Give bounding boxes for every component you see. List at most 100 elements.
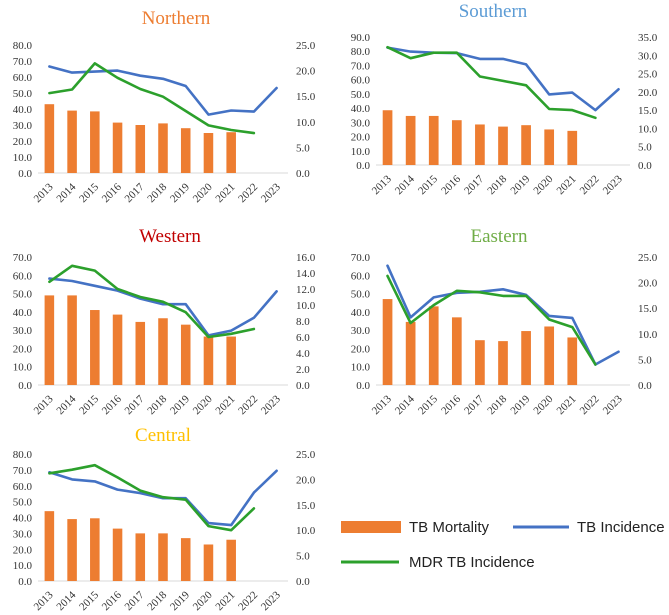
bar-mortality-2015 bbox=[90, 111, 100, 173]
bar-mortality-2017 bbox=[135, 533, 146, 581]
bar-mortality-2021 bbox=[226, 336, 236, 385]
left-tick-label: 20.0 bbox=[351, 132, 371, 144]
x-tick-label: 2019 bbox=[508, 393, 532, 417]
left-tick-label: 30.0 bbox=[351, 325, 371, 337]
x-tick-label: 2016 bbox=[439, 173, 463, 197]
bar-mortality-2016 bbox=[112, 314, 123, 385]
x-tick-label: 2013 bbox=[32, 393, 56, 417]
right-tick-label: 5.0 bbox=[296, 142, 310, 154]
bar-mortality-2016 bbox=[112, 122, 123, 173]
x-tick-label: 2021 bbox=[555, 173, 579, 197]
bar-mortality-2020 bbox=[203, 544, 214, 581]
x-tick-label: 2023 bbox=[259, 181, 283, 205]
x-tick-label: 2023 bbox=[259, 393, 283, 417]
left-tick-label: 20.0 bbox=[13, 343, 33, 355]
chart-panels: Northern 0.0 10.0 20.0 30.0 40.0 50.0 60.0 70.0 8… bbox=[13, 1, 658, 613]
right-tick-label: 5.0 bbox=[638, 142, 652, 154]
x-tick-label: 2015 bbox=[77, 181, 101, 205]
bar-mortality-2014 bbox=[67, 110, 77, 173]
bar-mortality-2016 bbox=[451, 120, 462, 165]
legend-swatch-mortality bbox=[341, 521, 401, 533]
right-tick-label: 25.0 bbox=[296, 40, 316, 52]
x-tick-label: 2020 bbox=[531, 393, 555, 417]
right-tick-label: 0.0 bbox=[296, 168, 310, 180]
left-tick-label: 70.0 bbox=[351, 252, 371, 264]
x-tick-label: 2016 bbox=[100, 181, 124, 205]
chart-northern: Northern 0.0 10.0 20.0 30.0 40.0 50.0 60.0 70.0 8… bbox=[13, 8, 316, 205]
right-tick-label: 10.0 bbox=[296, 300, 316, 312]
right-tick-label: 10.0 bbox=[296, 117, 316, 129]
bar-mortality-2014 bbox=[67, 295, 77, 385]
x-tick-label: 2015 bbox=[77, 393, 101, 417]
x-tick-label: 2013 bbox=[32, 181, 56, 205]
left-tick-label: 20.0 bbox=[351, 343, 371, 355]
x-tick-label: 2020 bbox=[191, 181, 215, 205]
line-mdr-tb-incidence bbox=[48, 463, 256, 532]
bar-mortality-2018 bbox=[158, 318, 168, 385]
x-tick-label: 2020 bbox=[191, 589, 215, 613]
bar-mortality-2013 bbox=[44, 104, 55, 173]
bar-mortality-2021 bbox=[567, 130, 578, 165]
x-tick-label: 2023 bbox=[601, 393, 625, 417]
x-tick-label: 2014 bbox=[393, 393, 417, 417]
left-tick-label: 40.0 bbox=[351, 307, 371, 319]
x-tick-label: 2017 bbox=[123, 393, 147, 417]
x-tick-label: 2022 bbox=[236, 181, 260, 205]
legend-label-mortality: TB Mortality bbox=[409, 519, 490, 536]
x-tick-label: 2020 bbox=[191, 393, 215, 417]
chart-legend: TB Mortality TB Incidence MDR TB Inciden… bbox=[341, 519, 665, 571]
bar-mortality-2017 bbox=[135, 321, 146, 385]
left-tick-label: 50.0 bbox=[351, 289, 371, 301]
x-tick-label: 2022 bbox=[578, 173, 602, 197]
x-tick-label: 2016 bbox=[100, 589, 124, 613]
x-tick-label: 2018 bbox=[485, 393, 509, 417]
legend-label-incidence: TB Incidence bbox=[577, 519, 665, 536]
right-tick-label: 10.0 bbox=[638, 329, 658, 341]
chart-title-western: Western bbox=[139, 226, 201, 247]
right-tick-label: 0.0 bbox=[296, 576, 310, 588]
x-tick-label: 2018 bbox=[145, 393, 169, 417]
x-tick-label: 2018 bbox=[485, 173, 509, 197]
left-tick-label: 20.0 bbox=[13, 544, 33, 556]
left-tick-label: 30.0 bbox=[13, 528, 33, 540]
x-tick-label: 2017 bbox=[462, 173, 486, 197]
x-tick-label: 2018 bbox=[145, 589, 169, 613]
left-tick-label: 70.0 bbox=[351, 60, 371, 72]
bar-mortality-2017 bbox=[475, 124, 485, 165]
right-tick-label: 15.0 bbox=[296, 91, 316, 103]
x-tick-label: 2023 bbox=[601, 173, 625, 197]
x-tick-label: 2022 bbox=[236, 589, 260, 613]
left-tick-label: 50.0 bbox=[13, 289, 33, 301]
left-tick-label: 80.0 bbox=[13, 449, 33, 461]
x-tick-label: 2014 bbox=[54, 589, 78, 613]
bar-mortality-2018 bbox=[158, 123, 168, 173]
bar-mortality-2020 bbox=[203, 133, 214, 173]
right-tick-label: 12.0 bbox=[296, 284, 316, 296]
bar-mortality-2014 bbox=[405, 115, 416, 165]
bar-mortality-2015 bbox=[90, 518, 100, 581]
bar-mortality-2020 bbox=[544, 326, 555, 385]
right-tick-label: 14.0 bbox=[296, 268, 316, 280]
right-tick-label: 8.0 bbox=[296, 316, 310, 328]
left-tick-label: 30.0 bbox=[13, 325, 33, 337]
right-tick-label: 0.0 bbox=[296, 380, 310, 392]
bar-mortality-2019 bbox=[180, 324, 191, 385]
right-tick-label: 15.0 bbox=[638, 303, 658, 315]
left-tick-label: 80.0 bbox=[351, 46, 371, 58]
bar-mortality-2018 bbox=[498, 126, 508, 165]
left-tick-label: 40.0 bbox=[13, 513, 33, 525]
x-tick-label: 2019 bbox=[508, 173, 532, 197]
bar-mortality-2019 bbox=[180, 128, 191, 173]
right-tick-label: 15.0 bbox=[296, 500, 316, 512]
left-tick-label: 0.0 bbox=[18, 380, 32, 392]
x-tick-label: 2013 bbox=[370, 393, 394, 417]
x-tick-label: 2014 bbox=[54, 393, 78, 417]
x-tick-label: 2015 bbox=[77, 589, 101, 613]
x-tick-label: 2015 bbox=[416, 393, 440, 417]
right-tick-label: 0.0 bbox=[638, 160, 652, 172]
bar-mortality-2020 bbox=[203, 336, 214, 385]
left-tick-label: 0.0 bbox=[18, 168, 32, 180]
left-tick-label: 10.0 bbox=[13, 152, 33, 164]
bar-mortality-2017 bbox=[475, 340, 485, 385]
